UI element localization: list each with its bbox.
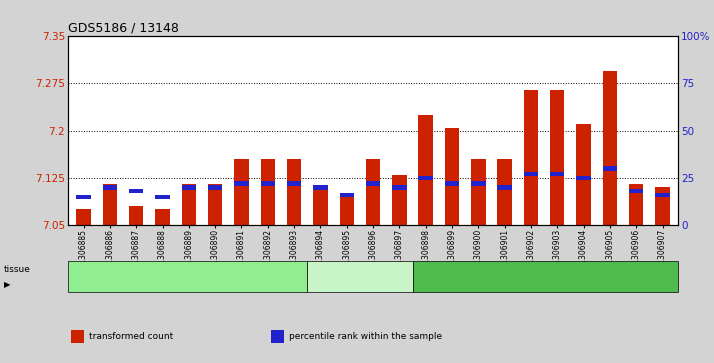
Bar xyxy=(287,182,301,186)
Bar xyxy=(629,184,643,225)
Bar xyxy=(208,184,223,225)
Bar xyxy=(655,193,670,197)
Bar xyxy=(313,185,328,189)
Bar xyxy=(576,125,590,225)
Bar xyxy=(181,185,196,189)
Bar xyxy=(550,172,565,176)
Bar xyxy=(129,189,144,193)
Bar xyxy=(603,166,617,171)
Bar xyxy=(287,159,301,225)
Text: ruptured intracranial aneurysm: ruptured intracranial aneurysm xyxy=(116,272,258,281)
Bar xyxy=(234,182,248,186)
Bar xyxy=(366,182,381,186)
Bar xyxy=(156,209,170,225)
Bar xyxy=(523,172,538,176)
Bar xyxy=(76,195,91,199)
Bar xyxy=(498,159,512,225)
Bar xyxy=(340,193,354,225)
Bar xyxy=(340,193,354,197)
Bar xyxy=(418,115,433,225)
Bar xyxy=(471,159,486,225)
Bar xyxy=(392,175,406,225)
Bar xyxy=(445,127,459,225)
Text: percentile rank within the sample: percentile rank within the sample xyxy=(289,333,442,341)
Bar xyxy=(156,195,170,199)
Bar xyxy=(498,185,512,189)
Bar xyxy=(418,176,433,180)
Bar xyxy=(655,187,670,225)
Text: GDS5186 / 13148: GDS5186 / 13148 xyxy=(68,22,178,35)
Bar xyxy=(129,206,144,225)
Bar xyxy=(445,182,459,186)
Bar xyxy=(261,182,275,186)
Bar xyxy=(550,90,565,225)
Text: tissue: tissue xyxy=(4,265,31,274)
Text: superficial temporal artery: superficial temporal artery xyxy=(485,272,606,281)
Bar xyxy=(392,185,406,189)
Bar xyxy=(208,185,223,189)
Bar xyxy=(261,159,275,225)
Bar xyxy=(366,159,381,225)
Bar xyxy=(629,189,643,193)
Bar xyxy=(234,159,248,225)
Bar xyxy=(103,184,117,225)
Bar xyxy=(471,182,486,186)
Bar xyxy=(523,90,538,225)
Bar xyxy=(76,209,91,225)
Bar xyxy=(603,71,617,225)
Bar xyxy=(103,185,117,189)
Text: unruptured intracranial
aneurysm: unruptured intracranial aneurysm xyxy=(307,267,413,286)
Bar xyxy=(576,176,590,180)
Bar xyxy=(181,184,196,225)
Text: transformed count: transformed count xyxy=(89,333,174,341)
Bar xyxy=(313,187,328,225)
Text: ▶: ▶ xyxy=(4,280,10,289)
